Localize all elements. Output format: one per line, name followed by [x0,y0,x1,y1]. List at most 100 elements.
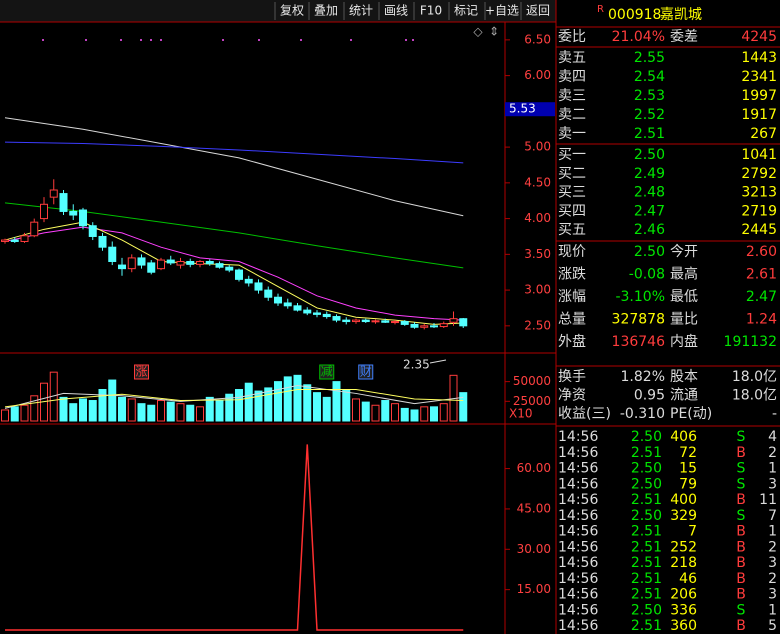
y-tick-label: 25000 [513,394,551,408]
volume-bar [430,406,438,422]
quote-text: 2719 [741,203,777,219]
y-tick-label: 3.00 [524,283,551,297]
quote-text: 1 [768,524,777,540]
candle-body [283,302,292,307]
quote-text: 2.51 [631,555,662,571]
event-marker[interactable] [319,364,335,380]
volume-bar [137,403,146,422]
signal-dot [258,39,260,41]
toolbar-button[interactable]: 统计 [349,4,373,18]
indicator-line [4,117,464,217]
quote-text: 2.52 [634,107,665,123]
quote-text: S [737,429,746,445]
quote-text: 买二 [558,166,586,182]
volume-bar [371,404,380,422]
volume-bar [439,403,448,422]
candle-body [59,193,68,212]
quote-text: 收益(三) [558,406,611,422]
volume-bar [361,401,370,422]
quote-text: 14:56 [558,618,598,634]
quote-text: 3 [768,476,777,492]
quote-text: S [737,508,746,524]
event-marker[interactable] [358,364,374,380]
quote-text: 1 [768,602,777,618]
unit-label: X10 [509,407,533,421]
toolbar-button[interactable]: 标记 [454,4,478,18]
quote-text: 218 [670,555,697,571]
candle-body [88,225,97,237]
indicator-line [4,389,464,408]
toolbar-button[interactable]: 叠加 [314,4,338,18]
candle-body [342,319,351,323]
toolbar-button[interactable]: F10 [420,4,442,18]
quote-text: 2.50 [634,147,665,163]
candle-body [215,263,224,268]
candle-body [244,278,253,284]
candle-body [108,246,117,262]
quote-text: B [736,571,746,587]
indicator-line [4,385,464,409]
signal-dot [140,39,142,41]
signal-dot [120,39,122,41]
quote-text: S [737,461,746,477]
quote-text: 360 [670,618,697,634]
volume-bar [1,409,9,422]
quote-text: S [737,602,746,618]
volume-bar [69,403,78,422]
quote-text: 79 [679,476,697,492]
y-tick-label: 4.00 [524,211,551,225]
candle-body [254,282,263,291]
diamond-icon[interactable]: ◇ [473,25,483,39]
quote-text: 3 [768,555,777,571]
resize-icon[interactable]: ⇕ [489,25,499,39]
quote-text: 2445 [741,222,777,238]
quote-text: 206 [670,587,697,603]
candle-body [449,318,458,323]
quote-text: -3.10% [615,289,665,305]
quote-text: 191132 [724,334,777,350]
toolbar-button[interactable]: 复权 [280,4,304,18]
volume-bar [196,406,204,422]
candle-body [196,260,204,265]
candle-body [10,239,19,242]
volume-bar [205,396,214,422]
quote-text: 2.51 [631,492,662,508]
quote-text: 1917 [741,107,777,123]
candle-body [49,189,58,198]
quote-text: 委差 [670,29,698,45]
quote-text: 2 [768,571,777,587]
toolbar-button[interactable]: +自选 [485,4,519,18]
event-marker[interactable] [134,364,149,380]
candle-body [79,209,87,227]
quote-text: -0.310 [620,406,665,422]
quote-text: 2.46 [634,222,665,238]
quote-text: B [736,445,746,461]
quote-text: 2.47 [746,289,777,305]
volume-bar [391,403,399,422]
volume-bar [59,396,68,422]
candle-body [274,296,282,304]
y-tick-label: 50000 [513,374,551,388]
quote-text: 14:56 [558,461,598,477]
quote-text: 今开 [670,244,698,260]
candle-body [264,289,273,298]
quote-text: 买五 [558,222,586,238]
quote-text: 14:56 [558,508,598,524]
quote-text: 136746 [612,334,666,350]
quote-text: 2.53 [634,88,665,104]
candle-body [391,321,399,324]
toolbar-button[interactable]: 画线 [384,4,408,18]
quote-text: 1.82% [621,369,665,385]
quote-text: 嘉凯城 [660,7,702,23]
toolbar-button[interactable]: 返回 [526,4,550,18]
y-tick-label: 30.00 [517,542,551,556]
volume-bar [88,400,97,422]
quote-text: 72 [679,445,697,461]
quote-text: 14:56 [558,602,598,618]
quote-text: 流通 [670,388,698,404]
quote-text: 2 [768,539,777,555]
volume-bar [313,392,321,422]
quote-text: 3213 [741,185,777,201]
y-tick-label: 6.00 [524,68,551,82]
